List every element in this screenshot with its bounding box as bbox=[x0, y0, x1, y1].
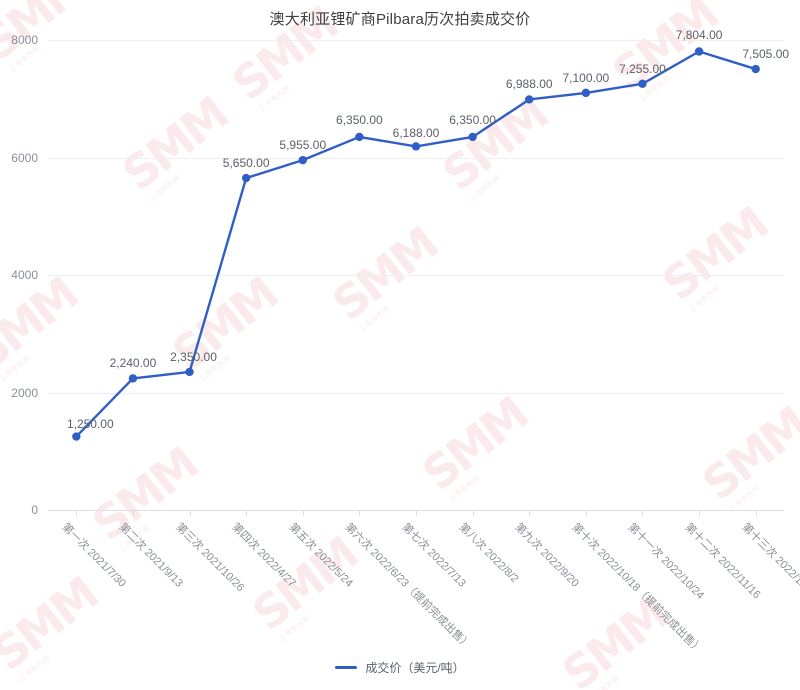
x-axis-tick bbox=[416, 511, 417, 516]
data-point-label: 2,240.00 bbox=[109, 356, 157, 371]
data-point-label: 6,350.00 bbox=[336, 112, 383, 127]
y-axis: 0 2000 4000 6000 8000 bbox=[0, 33, 44, 517]
x-axis-tick bbox=[755, 511, 757, 516]
data-point-label: 2,350.00 bbox=[170, 349, 217, 364]
x-axis-tick bbox=[529, 511, 531, 516]
data-point-label: 5,650.00 bbox=[222, 156, 270, 171]
data-point-label: 5,955.00 bbox=[279, 138, 327, 153]
x-axis-tick bbox=[76, 511, 78, 516]
x-axis-line bbox=[48, 510, 784, 511]
data-point-label: 6,350.00 bbox=[449, 112, 496, 127]
x-axis-tick bbox=[359, 511, 361, 516]
gridline bbox=[48, 40, 784, 41]
x-axis-tick bbox=[585, 511, 587, 516]
data-point-label: 7,255.00 bbox=[619, 61, 666, 76]
x-axis-tick bbox=[132, 511, 134, 516]
x-axis-tick bbox=[642, 511, 644, 516]
y-axis-tick-label: 2000 bbox=[11, 385, 38, 400]
x-axis-tick bbox=[699, 511, 701, 516]
x-axis-tick bbox=[189, 511, 191, 516]
legend-line-swatch bbox=[335, 666, 358, 669]
x-axis-tick bbox=[302, 511, 304, 516]
data-point-label: 7,100.00 bbox=[562, 70, 610, 85]
y-axis-tick-label: 8000 bbox=[11, 33, 38, 47]
data-point-label: 6,188.00 bbox=[392, 126, 440, 141]
y-axis-tick-label: 4000 bbox=[11, 268, 38, 282]
y-axis-tick-label: 6000 bbox=[11, 150, 38, 165]
chart-title: 澳大利亚锂矿商Pilbara历次拍卖成交价 bbox=[269, 11, 531, 28]
chart-legend[interactable]: 成交价（美元/吨） bbox=[0, 659, 800, 676]
data-point-label: 7,804.00 bbox=[675, 27, 723, 42]
x-axis-tick bbox=[246, 511, 248, 516]
data-point-label: 7,505.00 bbox=[742, 47, 790, 62]
legend-label: 成交价（美元/吨） bbox=[365, 661, 465, 675]
y-axis-tick-label: 0 bbox=[31, 503, 38, 517]
x-axis-tick bbox=[472, 511, 474, 516]
data-point-label: 1,250.00 bbox=[66, 416, 114, 431]
data-point-label: 6,988.00 bbox=[505, 77, 553, 92]
